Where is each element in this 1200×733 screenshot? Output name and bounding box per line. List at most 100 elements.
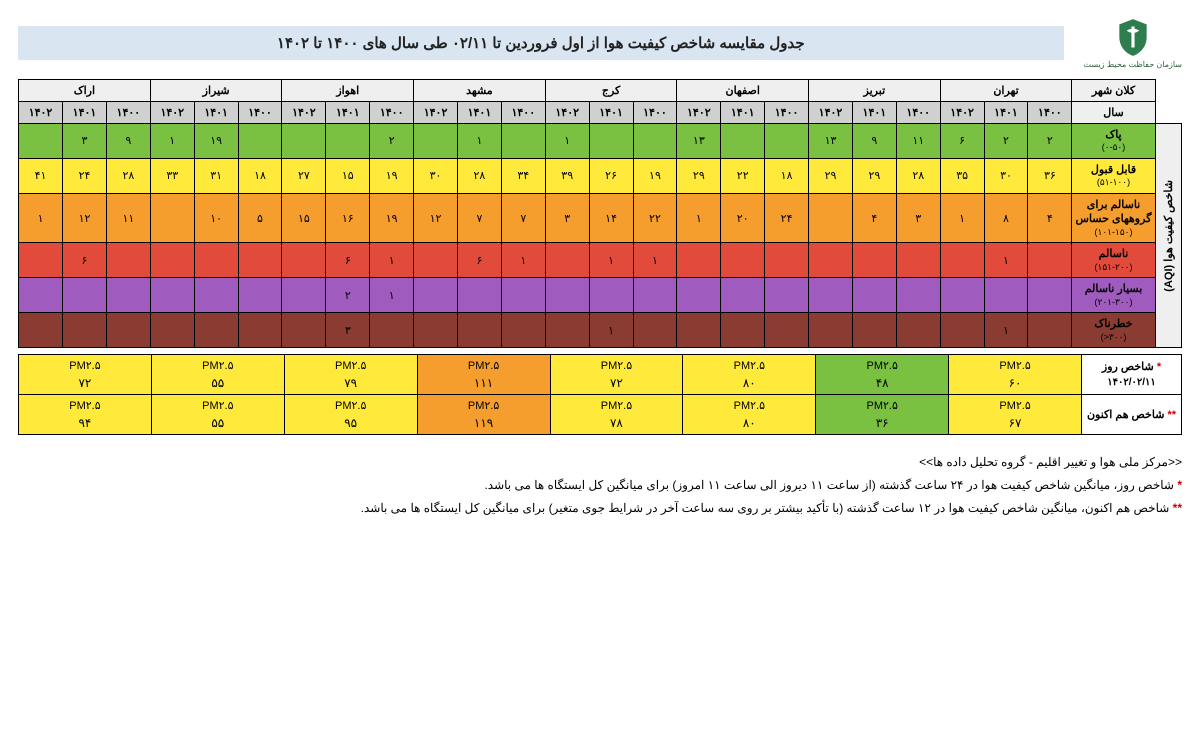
data-cell (414, 124, 458, 159)
data-cell: ۱ (150, 124, 194, 159)
data-cell (677, 243, 721, 278)
data-cell (940, 243, 984, 278)
year-cell: ۱۴۰۲ (19, 102, 63, 124)
year-cell: ۱۴۰۲ (545, 102, 589, 124)
year-cell: ۱۴۰۲ (809, 102, 853, 124)
data-cell (545, 243, 589, 278)
data-cell: ۳۴ (501, 158, 545, 193)
index-cell: PM۲.۵۷۲ (19, 355, 152, 395)
data-cell: ۸ (984, 193, 1028, 242)
data-cell (19, 124, 63, 159)
data-cell (458, 278, 502, 313)
data-cell: ۹ (852, 124, 896, 159)
index-cell: PM۲.۵۷۲ (550, 355, 683, 395)
year-cell: ۱۴۰۲ (677, 102, 721, 124)
data-cell (19, 243, 63, 278)
data-cell (282, 278, 326, 313)
data-cell (589, 278, 633, 313)
data-cell: ۱۹ (194, 124, 238, 159)
year-row: سال ۱۴۰۰۱۴۰۱۱۴۰۲۱۴۰۰۱۴۰۱۱۴۰۲۱۴۰۰۱۴۰۱۱۴۰۲… (19, 102, 1182, 124)
data-cell (1028, 243, 1072, 278)
data-cell: ۲۴ (765, 193, 809, 242)
data-cell: ۱ (19, 193, 63, 242)
city-tehran: تهران (940, 80, 1072, 102)
year-cell: ۱۴۰۰ (765, 102, 809, 124)
data-cell: ۲۹ (852, 158, 896, 193)
data-cell: ۱۸ (765, 158, 809, 193)
index-row: ** شاخص هم اکنونPM۲.۵۶۷PM۲.۵۳۶PM۲.۵۸۰PM۲… (19, 395, 1182, 435)
data-cell (984, 278, 1028, 313)
data-cell: ۷ (501, 193, 545, 242)
index-cell: PM۲.۵۹۴ (19, 395, 152, 435)
data-cell: ۶ (458, 243, 502, 278)
side-label: شاخص کیفیت هوا (AQI) (1155, 124, 1181, 348)
data-cell (238, 243, 282, 278)
year-cell: ۱۴۰۲ (940, 102, 984, 124)
data-cell (721, 278, 765, 313)
data-cell: ۱۹ (370, 193, 414, 242)
data-cell: ۲۰ (721, 193, 765, 242)
table-body: شاخص کیفیت هوا (AQI)پاک(۰-۵۰)۲۲۶۱۱۹۱۳۱۳۱… (19, 124, 1182, 348)
index-cell: PM۲.۵۵۵ (151, 355, 284, 395)
col-metropolis: کلان شهر (1072, 80, 1155, 102)
data-cell: ۱۲ (63, 193, 107, 242)
data-cell: ۳۱ (194, 158, 238, 193)
footer-source: <<مرکز ملی هوا و تغییر اقلیم - گروه تحلی… (18, 451, 1182, 474)
data-cell (765, 313, 809, 348)
data-cell: ۲ (984, 124, 1028, 159)
data-cell (809, 193, 853, 242)
data-cell: ۳ (326, 313, 370, 348)
data-cell (809, 243, 853, 278)
data-cell: ۱ (589, 243, 633, 278)
index-cell: PM۲.۵۴۸ (816, 355, 949, 395)
data-cell (721, 124, 765, 159)
data-cell: ۱۲ (414, 193, 458, 242)
aqi-row: ناسالم(۱۵۱-۲۰۰)۱۱۱۱۶۱۶۶ (19, 243, 1182, 278)
data-cell (414, 313, 458, 348)
data-cell (852, 243, 896, 278)
data-cell: ۱۳ (677, 124, 721, 159)
data-cell: ۱ (545, 124, 589, 159)
data-cell (545, 313, 589, 348)
data-cell (370, 313, 414, 348)
year-cell: ۱۴۰۰ (501, 102, 545, 124)
data-cell: ۲ (1028, 124, 1072, 159)
data-cell (765, 243, 809, 278)
data-cell (19, 278, 63, 313)
index-label: * شاخص روز۱۴۰۲/۰۲/۱۱ (1082, 355, 1182, 395)
data-cell: ۲۹ (809, 158, 853, 193)
data-cell: ۶ (940, 124, 984, 159)
data-cell: ۳۶ (1028, 158, 1072, 193)
data-cell: ۹ (106, 124, 150, 159)
data-cell (677, 278, 721, 313)
data-cell (809, 278, 853, 313)
index-cell: PM۲.۵۷۸ (550, 395, 683, 435)
data-cell (809, 313, 853, 348)
data-cell (414, 278, 458, 313)
index-cell: PM۲.۵۱۱۹ (417, 395, 550, 435)
data-cell: ۱۳ (809, 124, 853, 159)
aqi-row: بسیار ناسالم(۲۰۱-۳۰۰)۱۲ (19, 278, 1182, 313)
data-cell: ۲۸ (106, 158, 150, 193)
year-cell: ۱۴۰۰ (633, 102, 677, 124)
data-cell (852, 278, 896, 313)
row-label: پاک(۰-۵۰) (1072, 124, 1155, 159)
data-cell: ۲۷ (282, 158, 326, 193)
data-cell (721, 243, 765, 278)
city-mashhad: مشهد (414, 80, 546, 102)
data-cell: ۳۰ (414, 158, 458, 193)
data-cell (633, 124, 677, 159)
data-cell (765, 124, 809, 159)
aqi-row: قابل قبول(۵۱-۱۰۰)۳۶۳۰۳۵۲۸۲۹۲۹۱۸۲۲۲۹۱۹۲۶۳… (19, 158, 1182, 193)
data-cell (852, 313, 896, 348)
data-cell: ۱ (370, 278, 414, 313)
data-cell: ۱۴ (589, 193, 633, 242)
city-isfahan: اصفهان (677, 80, 809, 102)
data-cell: ۱۱ (106, 193, 150, 242)
data-cell: ۳۳ (150, 158, 194, 193)
row-label: خطرناک(۳۰۰<) (1072, 313, 1155, 348)
year-cell: ۱۴۰۱ (852, 102, 896, 124)
data-cell (63, 278, 107, 313)
data-cell: ۳ (63, 124, 107, 159)
data-cell (106, 278, 150, 313)
